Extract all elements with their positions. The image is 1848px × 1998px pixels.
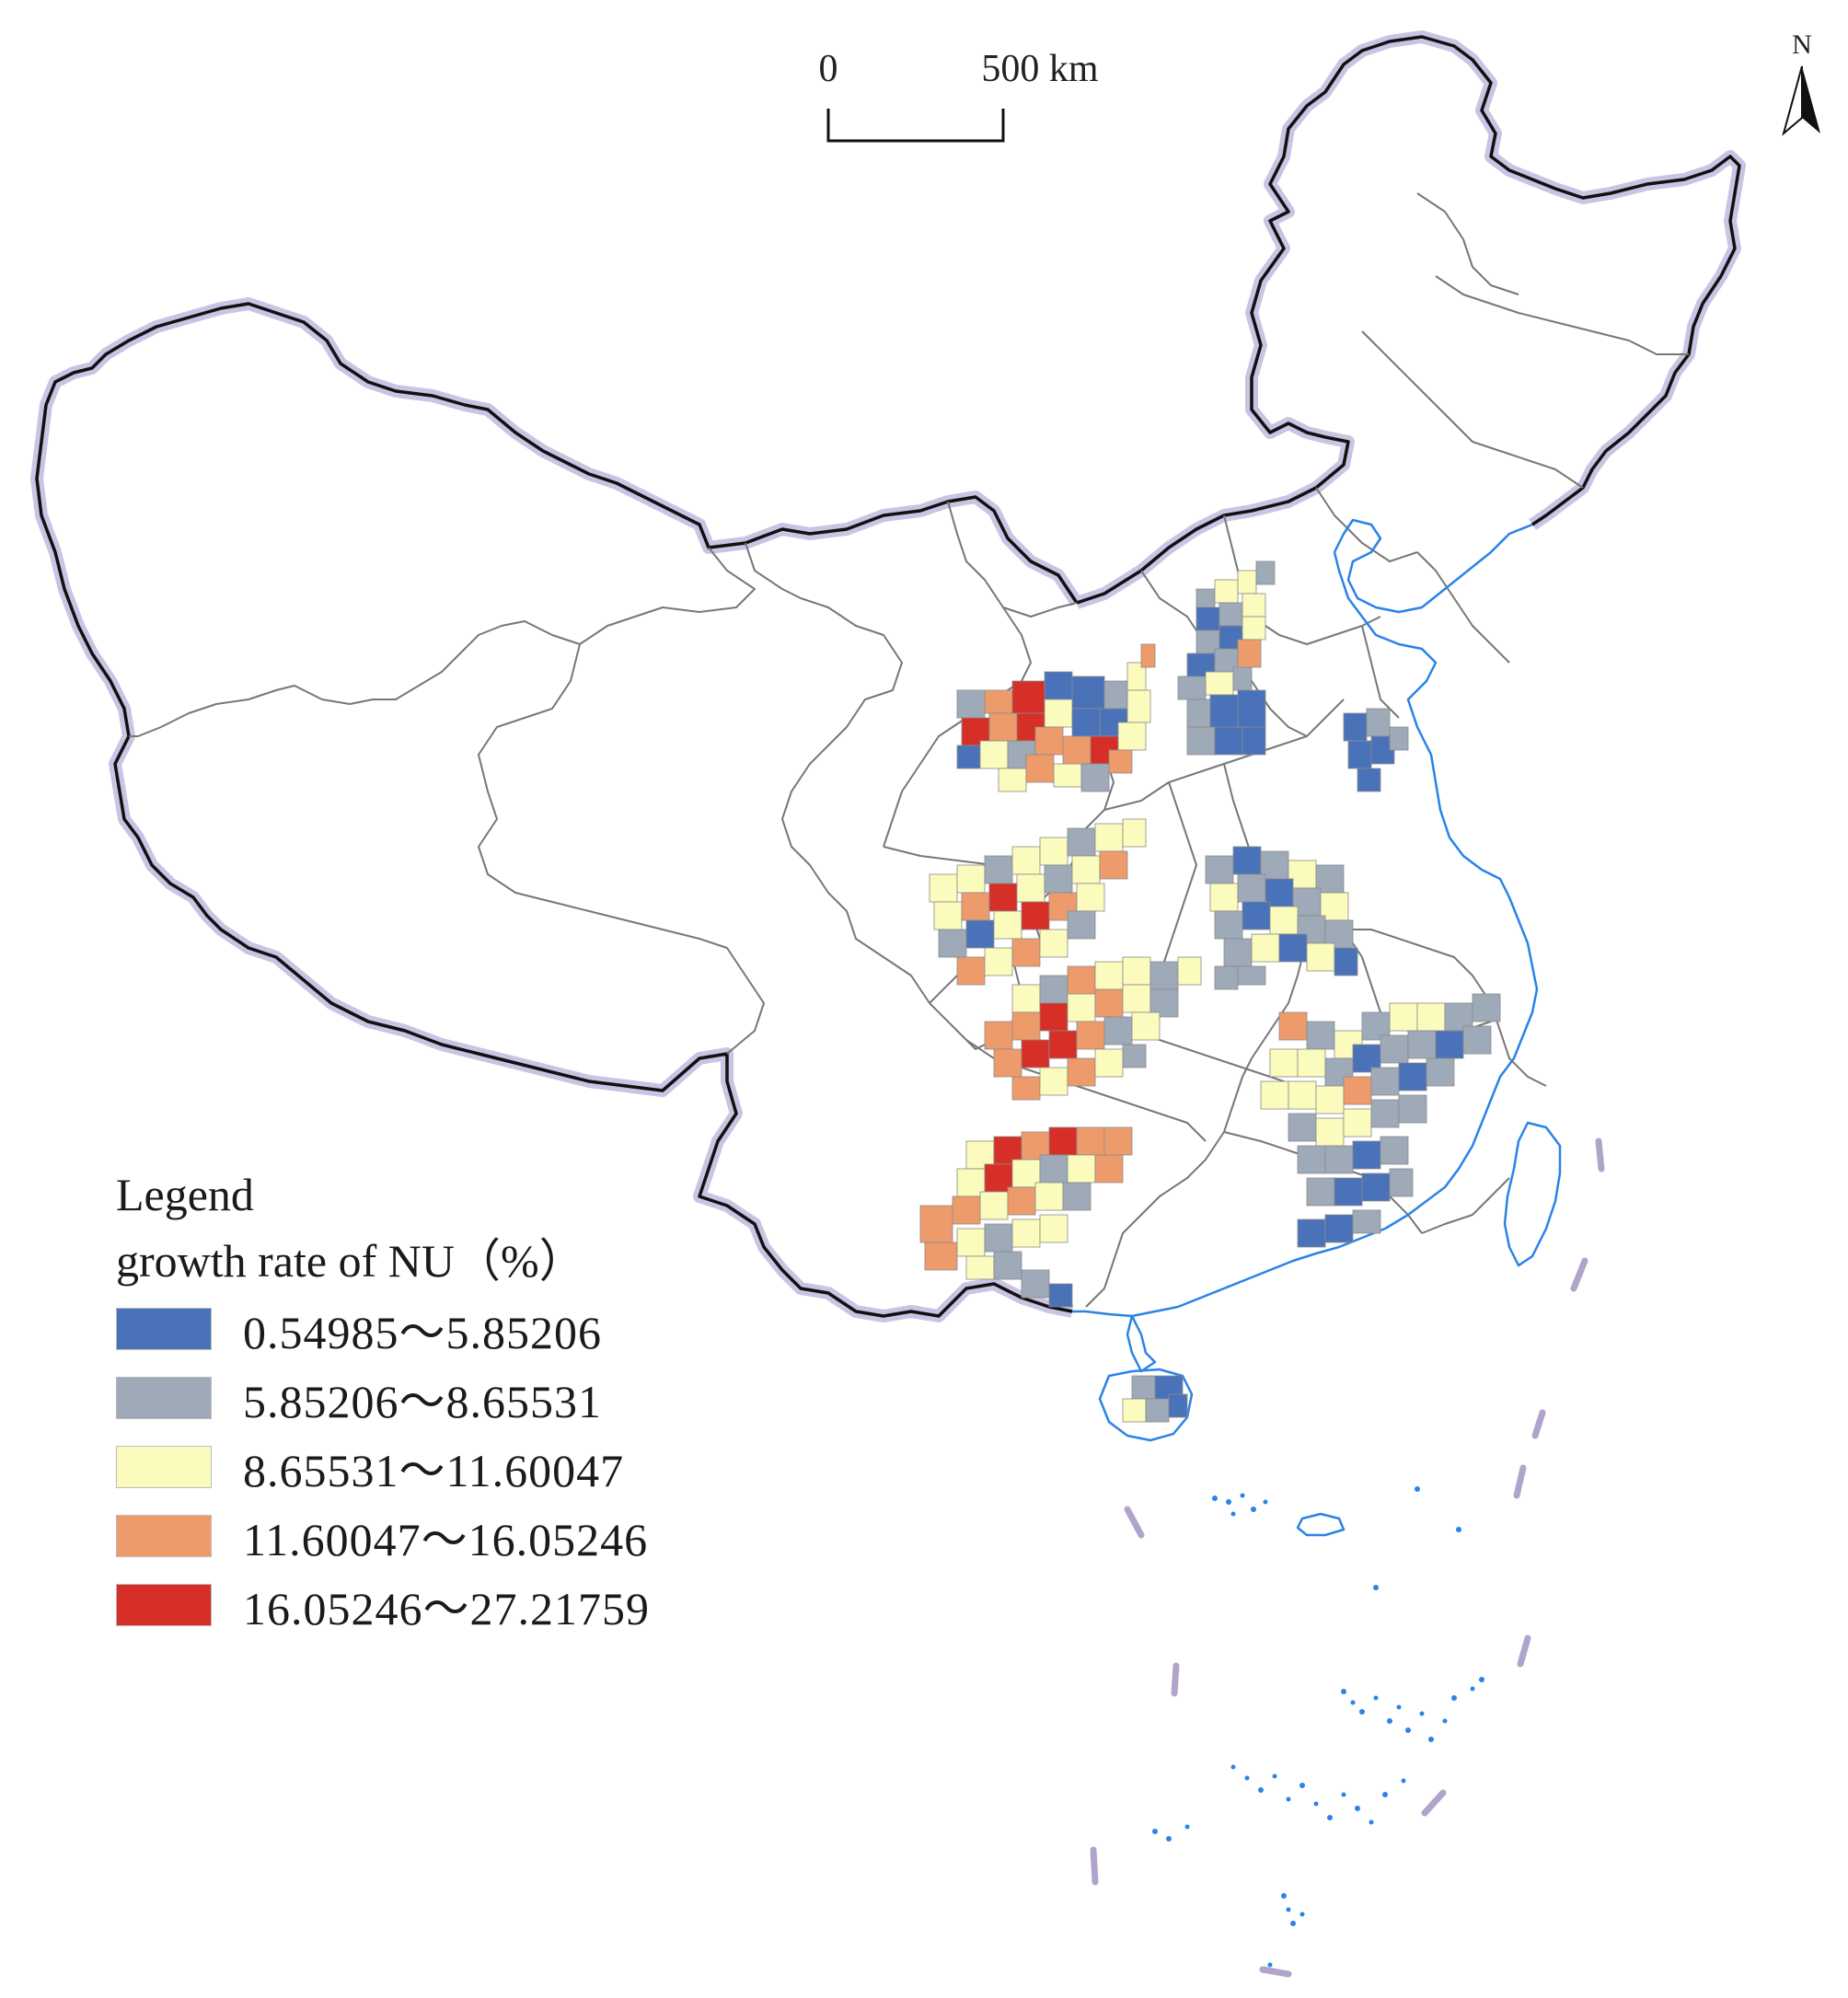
legend-range: 16.05246～27.21759	[243, 1582, 650, 1634]
legend-swatch	[116, 1445, 212, 1488]
cluster-hainan	[1122, 1375, 1188, 1423]
cluster-shandong	[1343, 708, 1409, 792]
north-arrow-icon	[1802, 66, 1820, 133]
legend-swatch	[116, 1514, 212, 1557]
cluster-sichuan-chongqing	[929, 818, 1147, 986]
provincial-boundaries	[129, 192, 1689, 1308]
legend-range: 0.54985～5.85206	[243, 1306, 602, 1358]
legend-item: 16.05246～27.21759	[116, 1570, 650, 1639]
legend: Legend growth rate of NU（%） 0.54985～5.85…	[116, 1161, 650, 1639]
cluster-shanxi	[1177, 560, 1276, 756]
nine-dash-line	[1090, 1138, 1605, 1978]
north-arrow-label: N	[1792, 29, 1812, 60]
legend-swatch	[116, 1307, 212, 1350]
legend-swatch	[116, 1376, 212, 1419]
cluster-yunnan-guangxi	[919, 1126, 1133, 1308]
scale-bar: 0 500 km	[819, 48, 1099, 143]
south-sea-islands	[1152, 1486, 1484, 1968]
scale-bar-start-label: 0	[819, 48, 838, 90]
cluster-henan-anhui-hubei	[1205, 846, 1358, 990]
cluster-guizhou-hunan	[984, 956, 1202, 1101]
national-boundary	[30, 30, 1746, 1322]
legend-swatch	[116, 1583, 212, 1626]
legend-item: 5.85206～8.65531	[116, 1363, 650, 1432]
cluster-jiangxi-fujian-guangdong	[1260, 993, 1501, 1248]
legend-range: 8.65531～11.60047	[243, 1444, 625, 1496]
legend-range: 5.85206～8.65531	[243, 1375, 602, 1427]
cluster-ningxia-shaanxi	[956, 643, 1156, 792]
scale-bar-end-label: 500 km	[981, 48, 1099, 90]
legend-subtitle: growth rate of NU（%）	[116, 1235, 585, 1287]
legend-item: 8.65531～11.60047	[116, 1432, 650, 1501]
coastline	[1072, 518, 1562, 1537]
legend-item: 11.60047～16.05246	[116, 1501, 650, 1570]
legend-title: Legend	[116, 1169, 254, 1220]
north-arrow: N	[1782, 29, 1820, 136]
legend-range: 11.60047～16.05246	[243, 1513, 649, 1565]
legend-item: 0.54985～5.85206	[116, 1294, 650, 1363]
choropleth-regions	[919, 560, 1501, 1423]
